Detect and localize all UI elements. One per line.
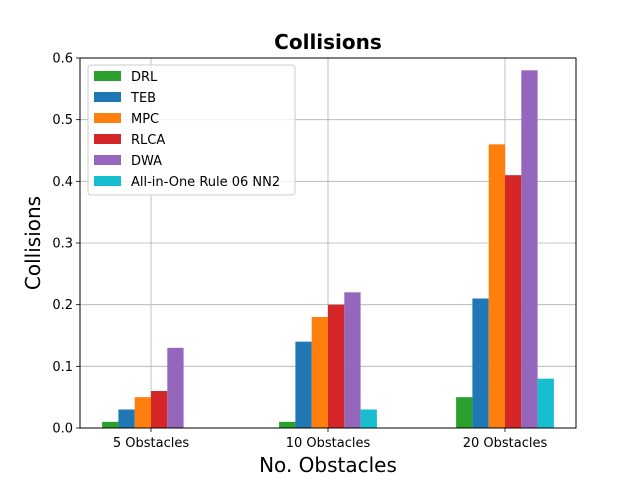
legend-swatch: [94, 92, 121, 102]
axis-ticks: 5 Obstacles 10 Obstacles 20 Obstacles 0.0 0.…: [52, 52, 547, 452]
bar-all-in-one-rule-06-nn2: [360, 409, 377, 428]
bar-dwa: [521, 70, 538, 428]
bars: [102, 70, 554, 429]
legend-swatch: [94, 113, 121, 123]
legend-box: [87, 64, 296, 196]
bar-rlca: [151, 391, 168, 428]
legend-swatch: [94, 155, 121, 165]
legend-swatch: [94, 176, 121, 186]
y-tick-label: 0.5: [52, 113, 73, 128]
legend-label: All-in-One Rule 06 NN2: [131, 175, 280, 190]
bar-teb: [118, 409, 135, 428]
y-tick-label: 0.1: [52, 360, 73, 375]
legend-label: RLCA: [131, 133, 165, 148]
bar-all-in-one-rule-06-nn2: [537, 378, 554, 428]
bar-mpc: [488, 144, 505, 429]
legend-swatch: [94, 134, 121, 144]
legend-swatch: [94, 71, 121, 81]
bar-mpc: [134, 397, 151, 428]
bar-rlca: [328, 304, 345, 428]
y-tick-label: 0.2: [52, 298, 73, 313]
y-tick-label: 0.0: [52, 422, 73, 437]
y-tick-label: 0.4: [52, 175, 73, 190]
x-tick-label: 5 Obstacles: [113, 436, 189, 451]
bar-drl: [279, 421, 296, 428]
legend-label: TEB: [130, 91, 156, 106]
bar-dwa: [344, 292, 361, 428]
bar-dwa: [167, 347, 184, 428]
x-tick-label: 10 Obstacles: [286, 436, 371, 451]
bar-drl: [102, 421, 119, 428]
legend: DRL TEB MPC RLCA DWA All-in-One Rule 06 NN2: [87, 64, 296, 196]
bar-teb: [472, 298, 489, 428]
bar-rlca: [505, 175, 522, 428]
bar-teb: [295, 341, 312, 428]
y-tick-label: 0.6: [52, 52, 73, 67]
legend-label: DWA: [131, 154, 162, 169]
y-tick-label: 0.3: [52, 237, 73, 252]
bar-mpc: [311, 317, 328, 428]
x-axis-title: No. Obstacles: [259, 453, 397, 477]
legend-label: MPC: [131, 112, 159, 127]
bar-drl: [456, 397, 473, 428]
y-axis-title: Collisions: [21, 196, 45, 290]
legend-label: DRL: [131, 70, 158, 85]
chart-title: Collisions: [274, 30, 382, 54]
x-tick-label: 20 Obstacles: [463, 436, 548, 451]
